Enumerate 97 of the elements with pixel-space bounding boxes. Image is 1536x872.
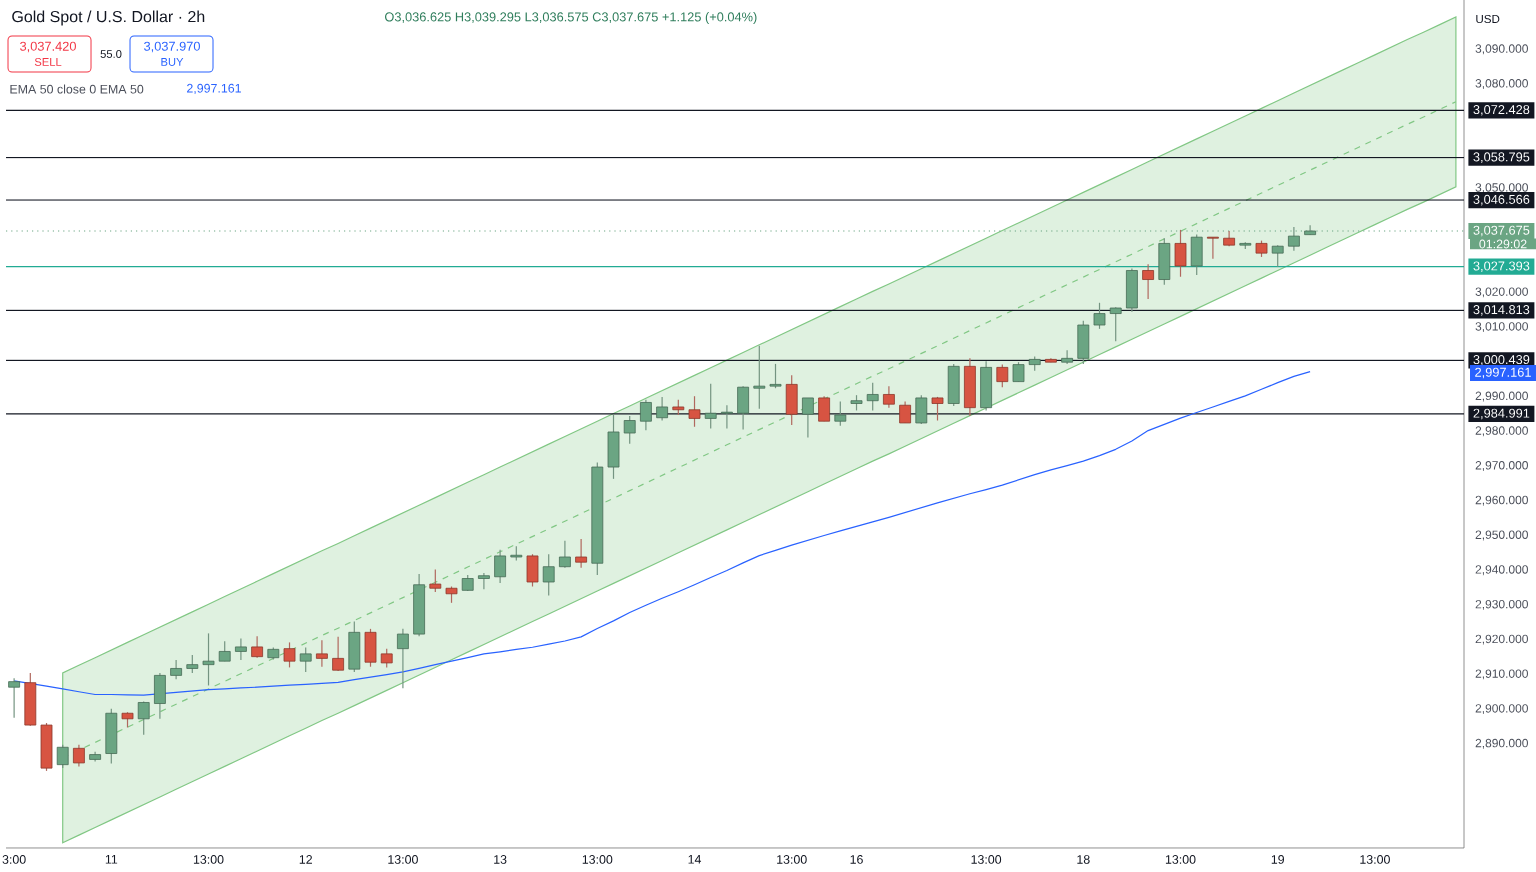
y-tick-label: 2,960.000	[1475, 495, 1528, 506]
candlestick	[8, 677, 21, 719]
y-tick-label: 2,970.000	[1475, 461, 1528, 471]
ref-line-label: 3,037.675	[1473, 225, 1530, 237]
candlestick	[332, 636, 345, 672]
x-tick-label: 13:00	[1360, 855, 1390, 864]
x-tick-label: 16	[850, 855, 863, 864]
y-tick-label: 3,020.000	[1475, 287, 1528, 298]
annotation: 55.0	[100, 50, 122, 58]
x-tick-label: 12	[299, 855, 312, 864]
y-tick-label: 2,910.000	[1475, 669, 1528, 680]
ref-line-label: 3,000.439	[1473, 355, 1530, 366]
candlestick	[656, 396, 669, 422]
candlestick	[283, 641, 296, 669]
candlestick	[1061, 349, 1074, 365]
x-tick-label: 13:00	[777, 855, 807, 864]
candlestick	[1142, 263, 1155, 300]
x-tick-label: 13:00	[971, 855, 1002, 864]
annotation: BUY	[161, 58, 184, 66]
candlestick	[575, 538, 588, 569]
y-tick-label: 2,950.000	[1475, 530, 1528, 541]
text: O3,036.625 H3,039.295 L3,036.575 C3,037.675 +1.125 (+0.04%)	[385, 12, 757, 24]
candlestick	[1304, 224, 1317, 236]
y-tick-label: 2,900.000	[1475, 704, 1528, 715]
candlestick	[559, 540, 571, 569]
x-tick-label: 14	[688, 855, 702, 864]
y-tick-label: 2,930.000	[1475, 599, 1528, 610]
text: Gold Spot / U.S. Dollar · 2h	[12, 10, 205, 26]
candlestick	[834, 400, 847, 427]
candlestick	[1271, 244, 1284, 268]
candlestick	[883, 385, 895, 409]
x-tick-label: 18	[1077, 855, 1090, 864]
candlestick	[218, 640, 231, 662]
y-tick-label: 3,010.000	[1475, 322, 1528, 333]
annotation: EMA 50 close 0 EMA 50	[10, 84, 144, 94]
candlestick	[688, 395, 701, 428]
candlestick	[996, 364, 1009, 388]
candlestick	[73, 744, 85, 767]
annotation: 3,037.970	[144, 41, 200, 53]
ref-line-label: 3,027.393	[1473, 261, 1530, 272]
candlestick	[1093, 302, 1106, 330]
candlestick	[1174, 229, 1187, 278]
text: USD	[1476, 14, 1500, 24]
candlestick	[866, 382, 879, 412]
candlestick	[704, 383, 717, 430]
candlestick	[1012, 361, 1025, 383]
ref-line-label: 3,072.428	[1473, 105, 1530, 116]
candlestick	[899, 400, 912, 424]
candlestick	[478, 572, 490, 590]
candlestick	[251, 635, 264, 659]
annotation: 2,997.161	[187, 83, 241, 95]
ref-line-label: 2,984.991	[1473, 408, 1530, 420]
y-tick-label: 2,940.000	[1475, 565, 1528, 576]
x-tick-label: 13:00	[1165, 855, 1196, 864]
x-tick-label: 11	[105, 855, 118, 864]
y-tick-label: 3,050.000	[1475, 183, 1528, 194]
candlestick	[721, 404, 733, 430]
x-tick-label: 13:00	[582, 855, 613, 864]
ref-line-label: 3,046.566	[1473, 194, 1530, 206]
y-tick-label: 2,990.000	[1475, 391, 1528, 402]
y-tick-label: 2,980.000	[1475, 426, 1528, 437]
text: 01:29:02	[1479, 239, 1527, 249]
candlestick	[640, 399, 652, 431]
candlestick	[316, 639, 328, 668]
candlestick	[186, 654, 199, 674]
y-tick-label: 3,080.000	[1475, 79, 1528, 89]
candlestick	[623, 415, 636, 445]
x-tick-label: 13:00	[388, 855, 418, 864]
candlestick	[1207, 236, 1219, 260]
candlestick	[170, 659, 183, 680]
y-tick-label: 2,890.000	[1475, 738, 1528, 749]
candlestick	[397, 628, 409, 689]
candlestick	[235, 637, 247, 661]
candlestick	[1109, 306, 1122, 342]
ref-line-label: 3,014.813	[1473, 305, 1530, 316]
y-tick-label: 2,920.000	[1475, 634, 1528, 645]
annotation: SELL	[34, 58, 62, 66]
candlestick	[753, 345, 766, 410]
candlestick	[137, 700, 150, 736]
candlestick	[299, 647, 312, 673]
candlestick	[542, 553, 555, 597]
candlestick	[802, 397, 814, 439]
candlestick	[769, 363, 782, 389]
candlestick	[56, 744, 69, 769]
x-tick-label: 13:00	[193, 855, 224, 864]
candlestick	[380, 648, 393, 669]
annotation: 3,037.420	[20, 41, 76, 53]
candlestick	[494, 549, 507, 584]
ref-line-label: 3,058.795	[1473, 152, 1530, 163]
text: 2,997.161	[1475, 367, 1531, 379]
x-tick-label: 13	[494, 855, 507, 864]
candlestick	[202, 632, 215, 687]
x-tick-label: 3:00	[2, 855, 26, 864]
y-tick-label: 3,090.000	[1475, 44, 1528, 55]
candlestick	[818, 395, 831, 422]
candlestick	[429, 568, 442, 593]
x-tick-label: 19	[1271, 855, 1285, 864]
